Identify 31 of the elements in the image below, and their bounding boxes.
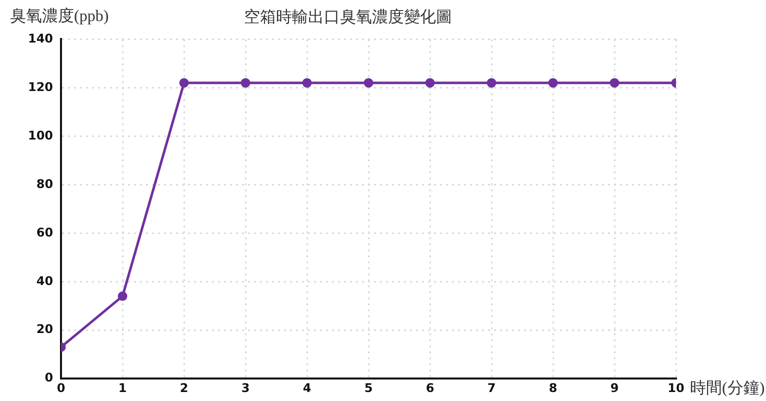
- x-tick-label: 3: [241, 380, 250, 395]
- x-tick-label: 4: [302, 380, 312, 395]
- y-tick-label: 120: [28, 80, 54, 94]
- x-tick-label: 1: [118, 380, 127, 395]
- x-tick-label: 2: [180, 380, 188, 395]
- point: [118, 291, 128, 301]
- point: [240, 78, 250, 88]
- x-tick-label: 10: [668, 380, 684, 395]
- x-axis-title: 時間(分鐘): [690, 378, 765, 399]
- x-tick-label: 0: [56, 380, 66, 395]
- x-tick-label: 8: [548, 380, 558, 395]
- y-tick-label: 60: [36, 225, 54, 240]
- y-tick-label: 0: [44, 370, 54, 385]
- point: [425, 78, 435, 88]
- point: [548, 78, 558, 88]
- point: [302, 78, 312, 88]
- y-tick-label: 40: [36, 274, 54, 288]
- point: [364, 78, 374, 88]
- y-axis-title: 臭氧濃度(ppb): [10, 6, 109, 27]
- point: [486, 78, 496, 88]
- y-tick-label: 20: [36, 322, 54, 336]
- x-tick-label: 7: [487, 380, 496, 395]
- point: [179, 78, 189, 88]
- y-tick-label: 80: [36, 176, 54, 191]
- y-tick-label: 140: [28, 31, 54, 46]
- x-tick-label: 6: [426, 380, 434, 395]
- x-tick-label: 9: [610, 380, 619, 395]
- point: [610, 78, 620, 88]
- x-tick-label: 5: [364, 380, 373, 395]
- chart-title: 空箱時輸出口臭氧濃度變化圖: [244, 8, 452, 26]
- y-tick-label: 100: [28, 128, 54, 142]
